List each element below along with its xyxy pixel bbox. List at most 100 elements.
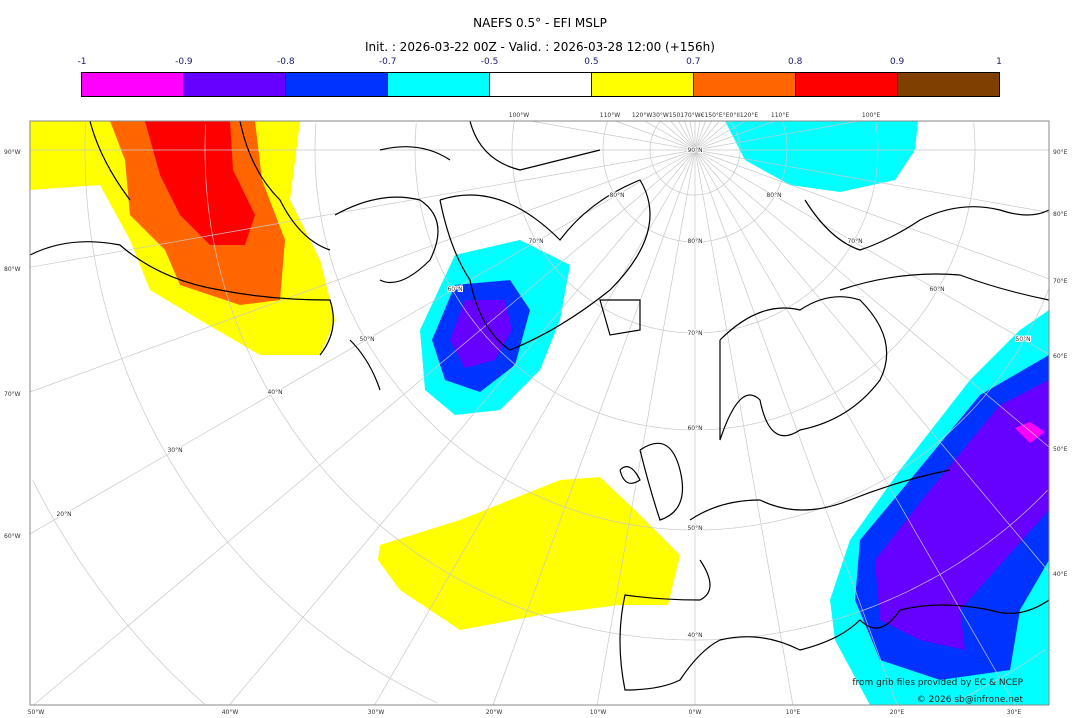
efi-region-red-nw <box>145 121 255 245</box>
meridian <box>660 120 696 151</box>
colorbar-tick-label: 0.9 <box>889 57 905 67</box>
colorbar-tick-label: -0.8 <box>276 57 295 67</box>
graticule <box>29 120 1050 706</box>
colorbar-swatch <box>286 73 388 96</box>
efi-field <box>30 121 1049 705</box>
colorbar-swatch <box>898 73 999 96</box>
copyright-credit: © 2026 sb@infrone.net <box>917 695 1024 705</box>
colorbar-swatch <box>796 73 898 96</box>
colorbar-tick-label: -0.7 <box>378 57 397 67</box>
latitude-label: 50°N <box>687 525 702 532</box>
meridian <box>694 149 898 706</box>
latitude-label: 60°N <box>687 425 702 432</box>
colorbar-swatch <box>82 73 184 96</box>
parallel <box>729 120 741 150</box>
parallel <box>204 124 1048 641</box>
longitude-label: 70°E <box>1053 278 1068 285</box>
latitude-label: 60°N <box>447 286 462 293</box>
parallel <box>414 123 976 431</box>
longitude-label: 100°W <box>509 112 529 119</box>
meridian <box>694 120 860 151</box>
latitude-label: 70°N <box>687 330 702 337</box>
colorbar-swatch <box>694 73 796 96</box>
latitude-label: 30°N <box>167 447 182 454</box>
meridian <box>596 149 696 706</box>
meridian <box>689 120 696 151</box>
latitude-label: 40°N <box>687 632 702 639</box>
meridian <box>694 120 713 151</box>
longitude-label: 70°W <box>4 391 21 398</box>
latitude-label: 50°N <box>359 336 374 343</box>
longitude-label: 30°E <box>1007 709 1022 716</box>
parallel <box>314 123 1049 531</box>
latitude-label: 90°N <box>687 147 702 154</box>
longitude-label: 50°E <box>1053 446 1068 453</box>
longitude-label: 60°W <box>4 533 21 540</box>
longitude-label: 50°W <box>28 709 45 716</box>
latitude-label: 20°N <box>56 511 71 518</box>
longitude-label: 40°W <box>222 709 239 716</box>
meridian <box>33 149 696 706</box>
parallel <box>973 123 976 150</box>
data-source-credit: from grib files provided by EC & NCEP <box>852 678 1023 688</box>
meridian <box>644 120 696 151</box>
longitude-label: 110°W <box>600 112 620 119</box>
efi-region-yellow-atlantic <box>378 477 680 630</box>
parallel <box>602 121 788 243</box>
latitude-label: 40°N <box>267 389 282 396</box>
parallel <box>32 480 205 705</box>
meridian <box>229 149 696 706</box>
meridian <box>694 149 1050 280</box>
longitude-label: 100°E <box>862 112 880 119</box>
colorbar-swatch <box>388 73 490 96</box>
colorbar-swatch <box>490 73 592 96</box>
colorbar-tick-label: 1 <box>996 57 1002 67</box>
longitude-label: 20°W <box>486 709 503 716</box>
graticule-labels: 90°W 80°W 70°W 60°W 50°W 40°W 30°W 20°W 10°W 0°W 1… <box>4 112 1068 716</box>
meridian <box>694 149 1050 213</box>
parallel <box>875 121 879 150</box>
efi-region-magenta-east <box>1015 422 1045 443</box>
meridian <box>530 120 696 151</box>
meridian <box>684 120 696 151</box>
colorbar-tick-label: -0.5 <box>480 57 499 67</box>
latitude-label: 70°N <box>528 238 543 245</box>
longitude-label: 40°E <box>1053 571 1068 578</box>
colorbar-tick-label: -0.9 <box>175 57 193 67</box>
colorbar-tick-label: 0.8 <box>788 57 803 67</box>
map-title: NAEFS 0.5° - EFI MSLP <box>473 16 607 30</box>
longitude-label: 80°E <box>1053 211 1068 218</box>
meridian <box>694 120 730 151</box>
meridian <box>694 120 746 151</box>
meridian <box>694 149 794 706</box>
meridian <box>492 149 696 706</box>
meridian <box>694 120 701 151</box>
longitude-label: 90°W <box>4 149 21 156</box>
colorbar-swatch <box>184 73 286 96</box>
longitude-label: 110°E <box>771 112 789 119</box>
colorbar-tick-label: 0.5 <box>584 57 599 67</box>
colorbar <box>81 72 1000 97</box>
meridian <box>374 149 696 706</box>
longitude-label: 0°W <box>689 709 702 716</box>
meridian <box>694 120 775 151</box>
map-frame <box>29 120 1050 706</box>
longitude-label: 10°E <box>786 709 801 716</box>
latitude-label: 80°N <box>609 192 624 199</box>
longitude-label: 20°E <box>890 709 905 716</box>
latitude-label: 60°N <box>929 286 944 293</box>
coastlines <box>30 121 1049 691</box>
longitude-label: 30°W <box>368 709 385 716</box>
meridian <box>29 149 696 393</box>
map-subtitle: Init. : 2026-03-22 00Z - Valid. : 2026-0… <box>365 40 715 54</box>
meridian <box>694 149 1016 706</box>
parallel <box>649 120 741 196</box>
longitude-label: 80°W <box>4 266 21 273</box>
colorbar-tick-label: 0.7 <box>686 57 701 67</box>
efi-region-cyan-arctic <box>725 121 918 192</box>
meridian <box>694 120 720 151</box>
efi-region-purple-east <box>875 380 1049 650</box>
colorbar-swatch <box>592 73 694 96</box>
meridian <box>29 149 696 268</box>
